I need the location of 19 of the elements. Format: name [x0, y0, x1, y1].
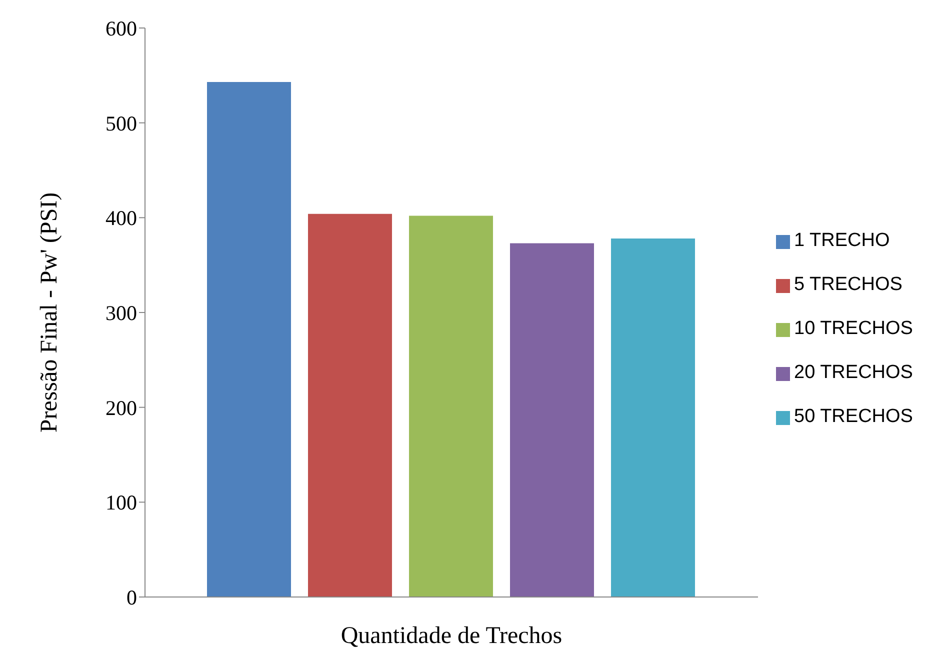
y-tick-label: 400 [106, 206, 137, 230]
y-tick-label: 600 [106, 16, 137, 40]
legend-label: 20 TRECHOS [794, 362, 913, 382]
bar [207, 82, 291, 597]
legend-label: 5 TRECHOS [794, 274, 902, 294]
x-axis-title: Quantidade de Trechos [340, 623, 562, 649]
y-tick-label: 500 [106, 111, 137, 136]
legend-label: 10 TRECHOS [794, 318, 913, 338]
y-tick-label: 100 [106, 490, 137, 515]
y-tick-label: 0 [126, 585, 137, 610]
bar [510, 243, 594, 597]
y-tick-label: 200 [106, 396, 137, 420]
legend-label: 50 TRECHOS [794, 406, 913, 426]
y-tick-label: 300 [106, 300, 137, 325]
bar [308, 214, 392, 597]
bar [409, 216, 493, 597]
y-axis-title: Pressão Final - Pw' (PSI) [36, 192, 63, 433]
bar [611, 238, 695, 597]
legend-label: 1 TRECHO [794, 230, 890, 250]
